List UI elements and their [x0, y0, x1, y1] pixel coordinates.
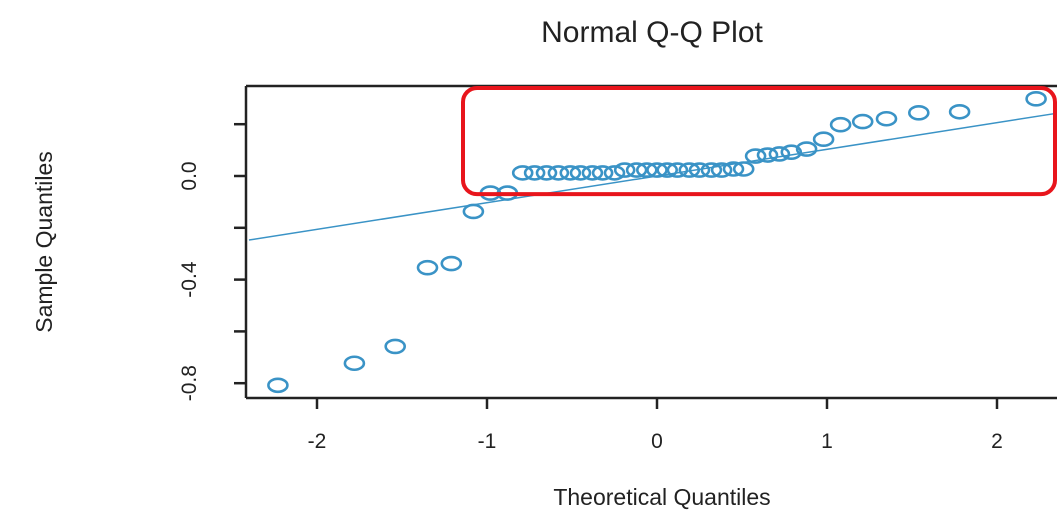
- data-point: [625, 162, 648, 178]
- y-tick-label: -0.4: [178, 261, 201, 298]
- data-point: [511, 165, 534, 181]
- chart-title: Normal Q-Q Plot: [541, 16, 763, 49]
- y-axis-label: Sample Quantiles: [31, 151, 57, 333]
- data-point: [948, 103, 971, 120]
- data-point: [829, 116, 852, 133]
- data-point: [535, 165, 558, 181]
- y-tick-label: 0.0: [178, 161, 201, 190]
- data-point: [603, 165, 626, 181]
- data-point: [732, 161, 755, 177]
- x-tick-label: 1: [821, 430, 833, 453]
- data-point: [666, 162, 689, 178]
- data-point: [613, 162, 636, 178]
- data-point: [416, 259, 439, 276]
- highlight-box: [461, 85, 1057, 197]
- data-point: [646, 162, 668, 178]
- data-point: [678, 162, 701, 178]
- y-ticks: -0.8 -0.4 0.0: [178, 122, 246, 401]
- data-point: [1025, 91, 1047, 107]
- data-point: [795, 141, 818, 157]
- x-tick-label: -2: [308, 430, 327, 453]
- data-point: [656, 162, 679, 178]
- data-point: [569, 165, 592, 181]
- data-point: [907, 105, 930, 121]
- data-point: [756, 147, 779, 163]
- data-point: [688, 162, 711, 178]
- data-point: [523, 165, 546, 181]
- data-point: [559, 165, 582, 181]
- data-point: [851, 113, 874, 130]
- data-point: [547, 165, 570, 181]
- data-point: [267, 377, 289, 394]
- data-point: [722, 161, 745, 177]
- data-point: [384, 338, 407, 355]
- data-point: [700, 162, 723, 178]
- data-point: [462, 203, 485, 220]
- data-point: [343, 355, 366, 372]
- data-point: [591, 165, 614, 181]
- data-point: [581, 165, 604, 181]
- data-point: [812, 131, 835, 148]
- x-tick-label: -1: [478, 430, 497, 453]
- data-point: [440, 255, 463, 272]
- data-point: [635, 162, 658, 178]
- y-tick-label: -0.8: [178, 365, 201, 401]
- x-axis-label: Theoretical Quantiles: [553, 484, 770, 510]
- x-ticks: -2 -1 0 1 2: [308, 398, 1003, 453]
- data-point: [780, 144, 803, 160]
- data-point: [768, 146, 791, 162]
- x-tick-label: 2: [991, 430, 1003, 453]
- data-point: [875, 110, 898, 127]
- x-tick-label: 0: [651, 430, 663, 453]
- data-point: [744, 148, 767, 164]
- data-points: [267, 91, 1047, 394]
- data-point: [710, 162, 733, 178]
